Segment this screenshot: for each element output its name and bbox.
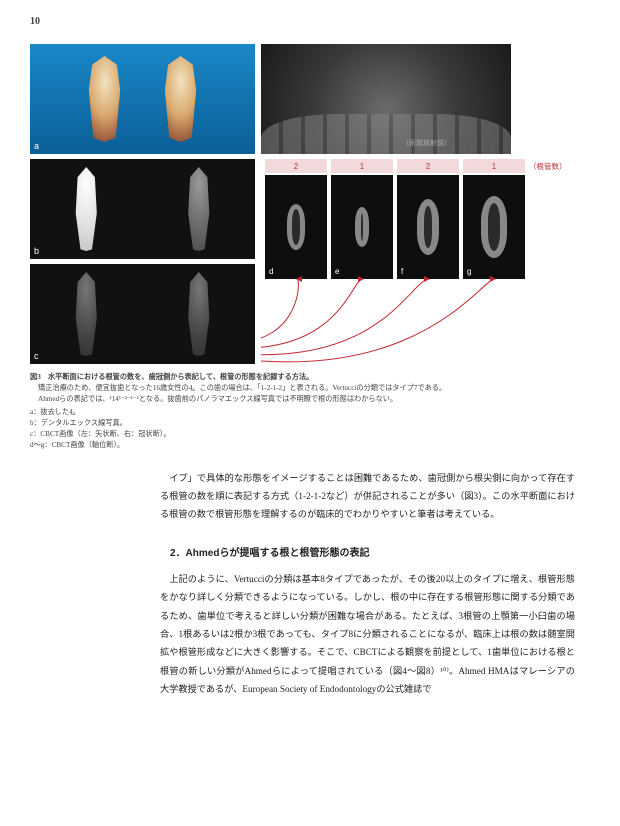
canal-icon <box>417 199 439 255</box>
ct-header: 2 <box>397 159 459 173</box>
ct-label: f <box>401 267 403 276</box>
caption-lead: 図3 水平断面における根管の数を、歯冠側から表記して、根管の形態を記録する方法。 <box>30 373 313 381</box>
caption-letters: a：抜去した4̲。 b：デンタルエックス線写真。 c：CBCT画像（左：矢状断、… <box>30 407 590 450</box>
canal-icon <box>355 207 369 247</box>
panel-c: c <box>30 264 255 364</box>
canal-icon <box>481 196 507 258</box>
caption-line2: 矯正治療のため、便宜抜歯となった16歳女性の4̲。この歯の場合は、「1-2-1-… <box>30 383 590 394</box>
ct-images-row: d e f g <box>265 175 581 279</box>
tooth-icon <box>153 56 209 142</box>
panel-a-photo: a <box>30 44 255 154</box>
ct-column: 2 1 2 1 （根管数） d e f g <box>261 159 581 279</box>
left-column: b c <box>30 159 255 364</box>
tooth-icon <box>77 56 133 142</box>
ct-label: g <box>467 267 471 276</box>
root-icon <box>175 272 223 356</box>
ct-header-row: 2 1 2 1 （根管数） <box>265 159 581 173</box>
root-icon <box>62 167 110 251</box>
ct-label: e <box>335 267 339 276</box>
body-text: イプ」で具体的な形態をイメージすることは困難であるため、歯冠側から根尖側に向かっ… <box>160 469 575 699</box>
section-title: 2．Ahmedらが提唱する根と根管形態の表記 <box>160 544 575 564</box>
panel-c-label: c <box>34 351 39 361</box>
figure3-row1: a （術前放射前） <box>30 44 590 154</box>
caption-a: a：抜去した4̲。 <box>30 407 590 418</box>
panel-b: b <box>30 159 255 259</box>
ct-header-legend: （根管数） <box>529 159 581 173</box>
root-icon <box>175 167 223 251</box>
figure3-caption: 図3 水平断面における根管の数を、歯冠側から表記して、根管の形態を記録する方法。… <box>30 372 590 451</box>
ct-panel-e: e <box>331 175 393 279</box>
ct-header: 1 <box>331 159 393 173</box>
ct-label: d <box>269 267 273 276</box>
page-number: 10 <box>30 16 40 27</box>
caption-line3: Ahmedらの表記では、¹14¹⁻²⁻¹⁻²となる。抜歯前のパノラマエックス線写… <box>30 394 590 405</box>
caption-b: b：デンタルエックス線写真。 <box>30 418 590 429</box>
ct-panel-g: g <box>463 175 525 279</box>
panel-a-label: a <box>34 141 39 151</box>
caption-dg: d〜g：CBCT画像（軸位断）。 <box>30 440 590 451</box>
caption-c: c：CBCT画像（左：矢状断、右：冠状断）。 <box>30 429 590 440</box>
paragraph-1: イプ」で具体的な形態をイメージすることは困難であるため、歯冠側から根尖側に向かっ… <box>160 469 575 524</box>
ct-header: 2 <box>265 159 327 173</box>
panel-b-label: b <box>34 246 39 256</box>
ct-panel-d: d <box>265 175 327 279</box>
canal-icon <box>287 204 305 250</box>
paragraph-2: 上記のように、Vertucciの分類は基本8タイプであったが、その後20以上のタ… <box>160 570 575 699</box>
panoramic-xray: （術前放射前） <box>261 44 511 154</box>
ct-panel-f: f <box>397 175 459 279</box>
xray-overlay-text: （術前放射前） <box>402 138 451 148</box>
figure3-row2: b c 2 1 2 1 （根管数） d e f <box>30 159 590 364</box>
ct-header: 1 <box>463 159 525 173</box>
root-icon <box>62 272 110 356</box>
